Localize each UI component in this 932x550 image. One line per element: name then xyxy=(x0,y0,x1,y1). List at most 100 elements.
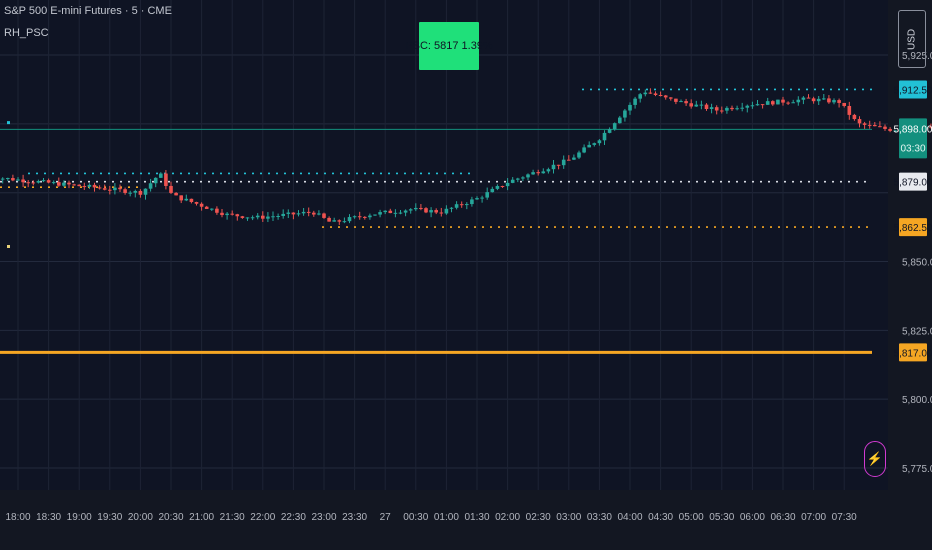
candle-body xyxy=(271,216,275,218)
x-tick-label: 20:00 xyxy=(128,512,153,523)
candle-body xyxy=(811,98,816,102)
candle-body xyxy=(556,164,561,166)
candle-body xyxy=(148,183,153,189)
y-tick-label: 5,825.00 xyxy=(902,326,932,337)
candle-body xyxy=(730,107,734,110)
candle-body xyxy=(704,104,709,110)
x-tick-label: 07:00 xyxy=(801,512,826,523)
candle-body xyxy=(419,207,423,209)
current-price-label: 5,898.00 xyxy=(894,124,932,135)
candle-body xyxy=(893,130,897,132)
candle-body xyxy=(439,212,444,214)
time-axis-background xyxy=(0,490,932,550)
candle-body xyxy=(490,188,495,193)
candle-body xyxy=(862,123,867,125)
candle-body xyxy=(806,97,811,99)
candle-body xyxy=(765,101,770,105)
candle-body xyxy=(77,184,81,187)
candle-body xyxy=(587,144,591,148)
candle-body xyxy=(648,92,653,94)
candle-body xyxy=(760,104,765,106)
x-tick-label: 22:30 xyxy=(281,512,306,523)
candle-body xyxy=(470,199,474,205)
candle-body xyxy=(725,107,729,111)
x-tick-label: 01:00 xyxy=(434,512,459,523)
countdown-label: 03:30 xyxy=(900,143,925,154)
level-price-label: 5,862.50 xyxy=(894,223,932,234)
candle-body xyxy=(189,198,194,203)
y-tick-label: 5,775.00 xyxy=(902,464,932,475)
candle-body xyxy=(138,190,143,195)
x-tick-label: 06:30 xyxy=(770,512,795,523)
lightning-icon[interactable]: ⚡ xyxy=(864,441,886,477)
candle-body xyxy=(286,212,291,214)
candle-body xyxy=(638,94,642,99)
candle-body xyxy=(352,216,357,218)
candle-body xyxy=(266,216,270,219)
candle-body xyxy=(276,216,280,218)
candle-body xyxy=(801,97,806,100)
level-price-label-bg xyxy=(899,172,927,191)
candle-body xyxy=(169,185,173,193)
candle-body xyxy=(102,188,107,190)
candle-body xyxy=(123,189,127,193)
indicator-label[interactable]: RH_PSC xyxy=(4,27,49,39)
level-price-label: 5,912.50 xyxy=(894,85,932,96)
candle-body xyxy=(505,182,510,187)
level-price-label: 5,817.00 xyxy=(894,348,932,359)
candle-body xyxy=(459,204,464,206)
candle-body xyxy=(776,99,780,105)
candle-body xyxy=(521,177,525,179)
x-tick-label: 03:00 xyxy=(556,512,581,523)
x-tick-label: 21:00 xyxy=(189,512,214,523)
candle-body xyxy=(225,213,229,216)
marker-dot xyxy=(7,121,10,125)
candle-body xyxy=(113,187,117,191)
x-tick-label: 23:30 xyxy=(342,512,367,523)
candle-body xyxy=(857,119,862,124)
candle-body xyxy=(398,212,403,214)
level-price-label-bg xyxy=(899,218,927,237)
candle-body xyxy=(755,104,760,106)
candle-body xyxy=(873,124,877,127)
x-tick-label: 02:30 xyxy=(526,512,551,523)
x-tick-label: 01:30 xyxy=(464,512,489,523)
candle-body xyxy=(847,105,852,115)
candle-body xyxy=(510,179,515,183)
candle-body xyxy=(245,217,250,219)
candle-body xyxy=(230,213,234,215)
candle-body xyxy=(337,220,342,222)
candle-body xyxy=(888,128,892,131)
candle-body xyxy=(255,215,260,218)
candle-body xyxy=(771,101,775,105)
candle-body xyxy=(720,110,724,112)
candle-body xyxy=(312,212,316,215)
x-tick-label: 05:00 xyxy=(679,512,704,523)
x-tick-label: 19:30 xyxy=(97,512,122,523)
candle-body xyxy=(41,180,46,182)
candle-body xyxy=(495,186,500,189)
candle-body xyxy=(153,177,158,184)
candle-body xyxy=(11,178,15,181)
candle-body xyxy=(842,102,846,106)
candle-body xyxy=(567,159,571,161)
candle-body xyxy=(296,213,301,215)
candle-body xyxy=(791,102,795,104)
candle-body xyxy=(816,98,821,102)
candle-body xyxy=(57,182,61,186)
candle-body xyxy=(408,209,413,211)
candle-body xyxy=(837,100,841,103)
candle-body xyxy=(602,132,607,141)
candle-body xyxy=(327,217,331,222)
candle-body xyxy=(709,107,714,110)
candle-body xyxy=(403,210,408,213)
level-price-label-bg xyxy=(899,343,927,362)
y-tick-label: 5,800.00 xyxy=(902,395,932,406)
candle-body xyxy=(597,140,602,144)
currency-button[interactable]: USD xyxy=(898,10,926,68)
candle-body xyxy=(143,188,148,195)
candle-body xyxy=(97,187,102,189)
candle-body xyxy=(612,123,617,130)
